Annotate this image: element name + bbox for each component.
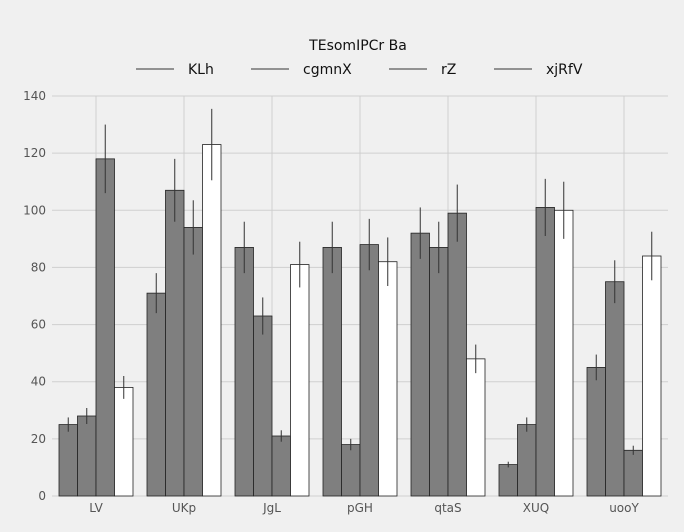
bar-xjRfV-qtaS xyxy=(466,358,486,497)
bar-cgmnX-JgL xyxy=(253,315,273,497)
bar-cgmnX-LV xyxy=(77,415,97,497)
bar-cgmnX-XUQ xyxy=(517,424,537,497)
y-tick-label: 60 xyxy=(31,318,46,332)
bar-cgmnX-UKp xyxy=(165,189,185,497)
bar-KLh-pGH xyxy=(322,247,342,497)
x-tick-label: XUQ xyxy=(523,501,549,515)
x-tick-label: uooY xyxy=(609,501,639,515)
bar-KLh-LV xyxy=(58,424,78,497)
y-tick-label: 40 xyxy=(31,375,46,389)
y-tick-label: 120 xyxy=(23,146,46,160)
legend-label: xjRfV xyxy=(546,62,583,78)
bar-cgmnX-uooY xyxy=(605,281,625,497)
bar-xjRfV-JgL xyxy=(290,264,310,497)
y-tick-label: 100 xyxy=(23,203,46,217)
legend: TEsomIPCr Ba KLh cgmnX rZ xjRfV xyxy=(136,38,583,78)
bar-rZ-UKp xyxy=(183,227,203,497)
bar-KLh-JgL xyxy=(234,247,254,497)
bar-KLh-XUQ xyxy=(498,464,518,497)
y-tick-label: 140 xyxy=(23,89,46,103)
legend-label: rZ xyxy=(441,62,456,78)
y-tick-label: 0 xyxy=(38,489,46,503)
legend-title: TEsomIPCr Ba xyxy=(308,38,407,54)
bar-rZ-pGH xyxy=(359,244,379,497)
error-bars xyxy=(67,108,653,468)
bar-cgmnX-pGH xyxy=(341,444,361,497)
legend-label: cgmnX xyxy=(303,62,352,78)
bar-xjRfV-UKp xyxy=(202,144,222,497)
x-axis-ticks: LV UKp JgL pGH qtaS XUQ uooY xyxy=(89,501,639,515)
bar-cgmnX-qtaS xyxy=(429,247,449,497)
x-tick-label: pGH xyxy=(347,501,373,515)
bar-KLh-qtaS xyxy=(410,232,430,497)
bar-xjRfV-LV xyxy=(114,387,134,497)
bar-rZ-uooY xyxy=(623,449,643,497)
x-tick-label: UKp xyxy=(172,501,196,515)
bar-rZ-LV xyxy=(95,158,115,497)
y-tick-label: 80 xyxy=(31,260,46,274)
bar-rZ-XUQ xyxy=(535,207,555,497)
x-tick-label: JgL xyxy=(262,501,281,515)
bars xyxy=(58,144,662,497)
bar-xjRfV-XUQ xyxy=(554,209,574,497)
bar-xjRfV-pGH xyxy=(378,261,398,497)
bar-rZ-JgL xyxy=(271,435,291,497)
x-tick-label: LV xyxy=(89,501,103,515)
legend-label: KLh xyxy=(188,62,214,78)
bar-KLh-uooY xyxy=(586,367,606,497)
bar-rZ-qtaS xyxy=(447,212,467,497)
y-axis-ticks: 0 20 40 60 80 100 120 140 xyxy=(23,89,46,503)
x-tick-label: qtaS xyxy=(434,501,461,515)
y-tick-label: 20 xyxy=(31,432,46,446)
bar-KLh-UKp xyxy=(146,292,166,497)
bar-xjRfV-uooY xyxy=(642,255,662,497)
